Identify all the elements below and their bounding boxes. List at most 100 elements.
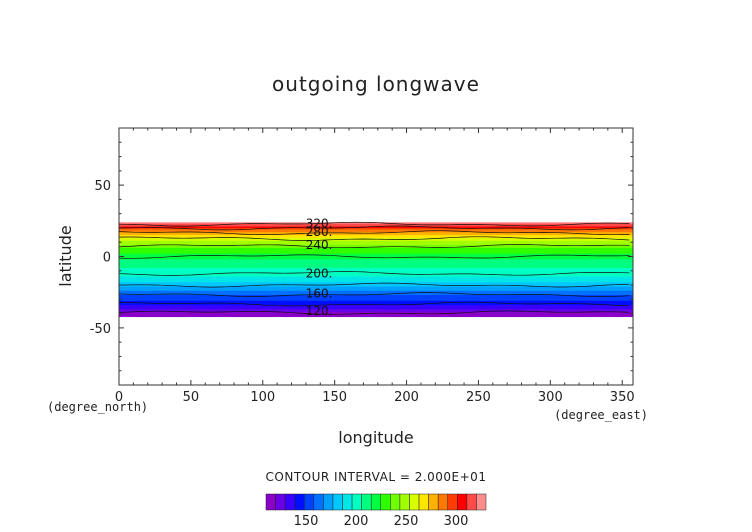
contour-line xyxy=(119,301,630,307)
field-band xyxy=(119,225,633,228)
field-band xyxy=(119,259,633,262)
colorbar-swatch xyxy=(428,493,439,511)
x-units-label: (degree_east) xyxy=(554,408,648,422)
colorbar-swatch xyxy=(323,493,334,511)
contour-label: 240. xyxy=(306,238,333,252)
contour-label: 200. xyxy=(306,267,333,281)
contour-line xyxy=(119,254,630,259)
contour-line xyxy=(119,310,630,315)
field-band xyxy=(119,239,633,242)
contour-labels: 320.280.240. 200. 160. 120. xyxy=(306,217,333,318)
contour-line xyxy=(119,225,630,231)
field-band xyxy=(119,276,633,279)
shaded-field xyxy=(119,222,633,318)
field-band xyxy=(119,290,633,293)
contour-lines xyxy=(119,221,630,315)
contour-line xyxy=(119,230,630,236)
colorbar-swatch xyxy=(265,493,276,511)
colorbar-tick-label: 300 xyxy=(444,514,469,529)
field-band xyxy=(119,257,633,260)
colorbar-swatch xyxy=(399,493,410,511)
colorbar-tick-label: 200 xyxy=(344,514,369,529)
field-band xyxy=(119,270,633,273)
field-band xyxy=(119,295,633,298)
field-band xyxy=(119,280,633,283)
field-band xyxy=(119,296,633,299)
field-band xyxy=(119,292,633,295)
contour-label: 320. xyxy=(306,217,333,231)
field-band xyxy=(119,236,633,239)
x-tick-label: 300 xyxy=(538,390,563,405)
y-tick-label: 50 xyxy=(94,179,111,194)
field-band xyxy=(119,267,633,270)
x-tick-label: 250 xyxy=(466,390,491,405)
colorbar-swatch xyxy=(275,493,286,511)
colorbar-swatch xyxy=(294,493,305,511)
colorbar-swatch xyxy=(447,493,458,511)
field-band xyxy=(119,245,633,248)
colorbar-swatch xyxy=(351,493,362,511)
x-tick-label: 200 xyxy=(394,390,419,405)
colorbar-swatch xyxy=(418,493,429,511)
colorbar-swatch xyxy=(361,493,372,511)
contour-line xyxy=(119,271,630,276)
contour-label: 120. xyxy=(306,304,333,318)
field-band xyxy=(119,297,633,300)
field-band xyxy=(119,230,633,233)
colorbar-swatch xyxy=(380,493,391,511)
field-band xyxy=(119,313,633,316)
field-band xyxy=(119,306,633,309)
colorbar-swatch xyxy=(284,493,295,511)
y-axis-label: latitude xyxy=(56,225,75,286)
colorbar-tick-label: 250 xyxy=(394,514,419,529)
field-band xyxy=(119,263,633,266)
x-tick-label: 0 xyxy=(115,390,123,405)
field-band xyxy=(119,223,633,226)
colorbar-swatch xyxy=(466,493,477,511)
contour-label: 160. xyxy=(306,287,333,301)
contour-line xyxy=(119,236,630,241)
x-tick-label: 150 xyxy=(322,390,347,405)
field-band xyxy=(119,255,633,258)
field-band xyxy=(119,252,633,255)
field-band xyxy=(119,260,633,263)
field-band xyxy=(119,250,633,253)
field-band xyxy=(119,243,633,246)
colorbar-swatch xyxy=(476,493,487,511)
axis-ticks: 0 50 100 150 200 250 300 350 -50 0 50 xyxy=(90,128,635,405)
field-band xyxy=(119,242,633,245)
field-band xyxy=(119,279,633,282)
field-band xyxy=(119,302,633,305)
field-band xyxy=(119,249,633,252)
field-band xyxy=(119,289,633,292)
field-band xyxy=(119,222,633,225)
field-band xyxy=(119,305,633,308)
field-band xyxy=(119,273,633,276)
field-band xyxy=(119,253,633,256)
y-units-label: (degree_north) xyxy=(47,400,148,414)
contour-interval-label: CONTOUR INTERVAL = 2.000E+01 xyxy=(266,470,487,484)
contour-line xyxy=(119,282,630,288)
field-band xyxy=(119,286,633,289)
field-band xyxy=(119,299,633,302)
field-band xyxy=(119,283,633,286)
field-band xyxy=(119,246,633,249)
field-band xyxy=(119,277,633,280)
colorbar-swatch xyxy=(304,493,315,511)
field-band xyxy=(119,240,633,243)
x-tick-label: 100 xyxy=(250,390,275,405)
colorbar-swatch xyxy=(332,493,343,511)
colorbar-swatch xyxy=(313,493,324,511)
field-band xyxy=(119,307,633,310)
colorbar-tick-label: 150 xyxy=(294,514,319,529)
field-band xyxy=(119,235,633,238)
field-band xyxy=(119,309,633,312)
y-tick-label: -50 xyxy=(90,322,111,337)
contour-line xyxy=(119,221,630,227)
colorbar-swatch xyxy=(370,493,382,511)
field-band xyxy=(119,229,633,232)
field-band xyxy=(119,285,633,288)
colorbar: 150 200 250 300 xyxy=(265,493,487,529)
colorbar-swatch xyxy=(437,493,448,511)
